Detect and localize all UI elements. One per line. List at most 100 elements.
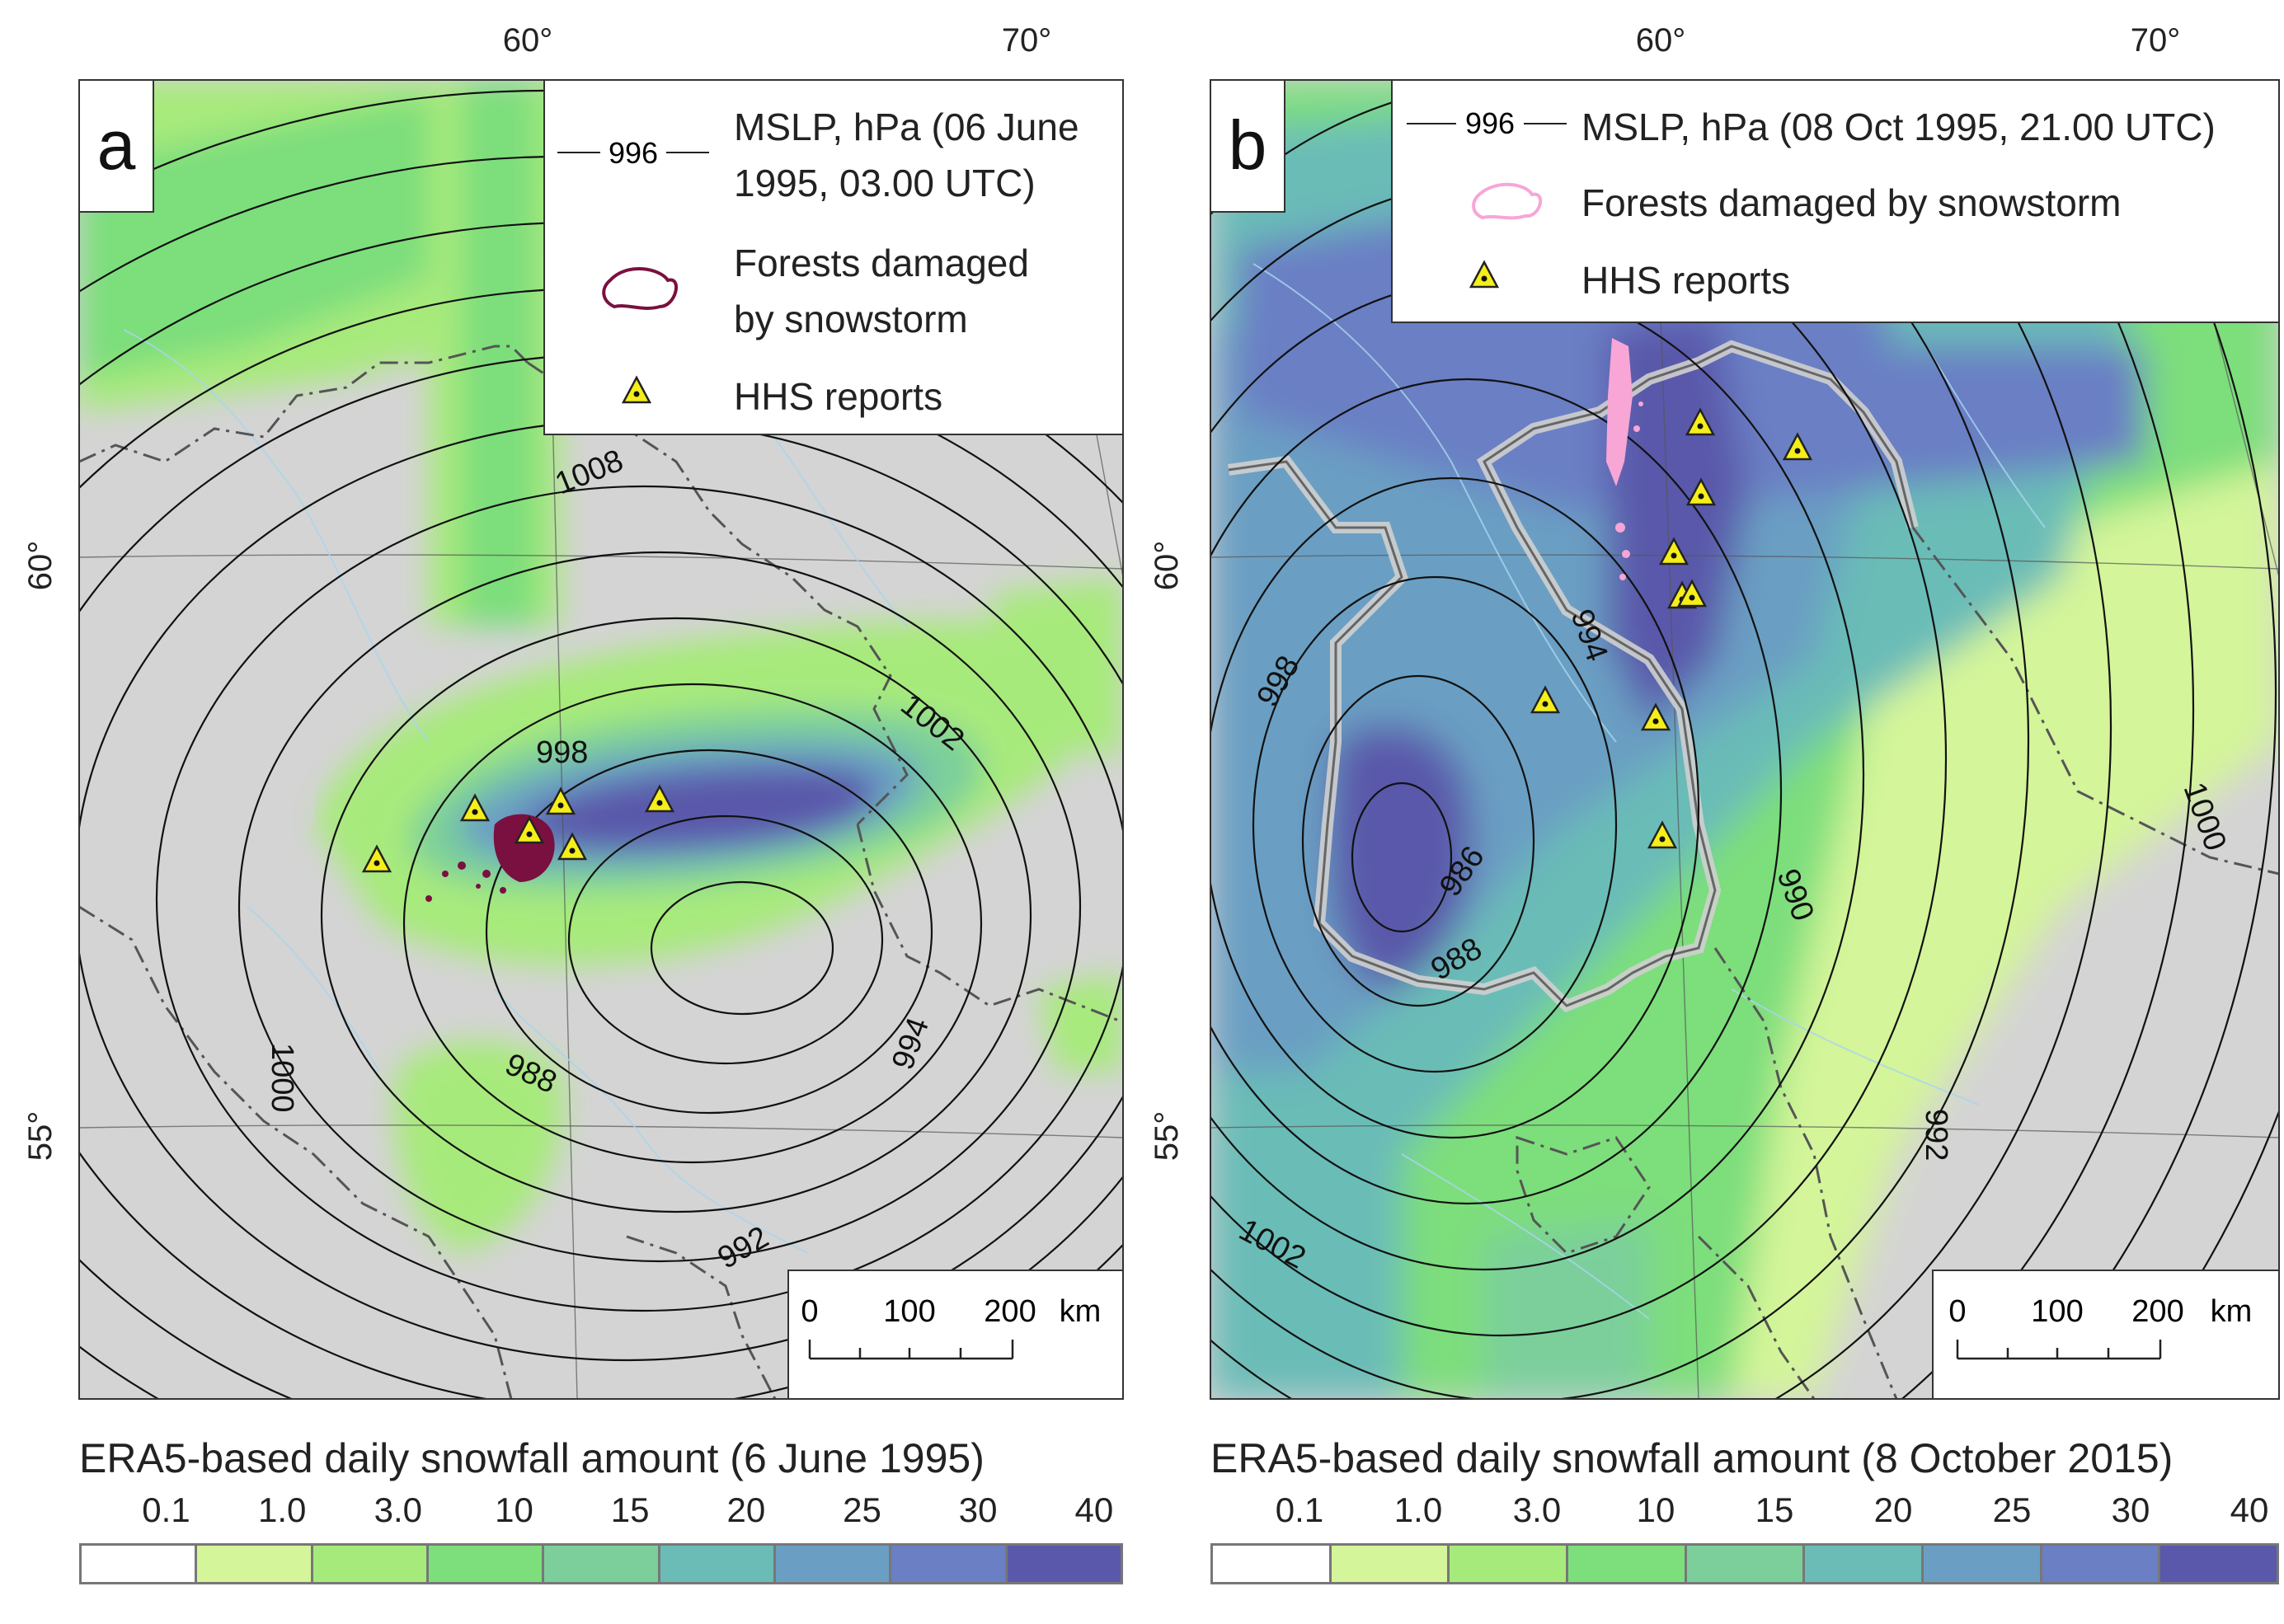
rivers — [1252, 263, 2046, 1320]
hhs-marker — [1685, 477, 1717, 506]
colorbar-tick-label: 15 — [1755, 1490, 1794, 1529]
hhs-marker — [361, 844, 392, 873]
colorbar-title: ERA5-based daily snowfall amount (8 Octo… — [1210, 1435, 2174, 1481]
colorbar-swatch — [1213, 1546, 1332, 1582]
colorbar-tick-label: 3.0 — [374, 1490, 423, 1529]
legend-forest-line1: Forests damaged by snowstorm — [1581, 181, 2122, 224]
colorbar-swatch — [775, 1546, 892, 1582]
lon-label-70: 70° — [2131, 22, 2181, 59]
lon-label-70: 70° — [1002, 22, 1052, 59]
hhs-marker — [1782, 432, 1813, 461]
colorbar-swatch — [1805, 1546, 1924, 1582]
colorbar-tick-label: 20 — [726, 1490, 766, 1529]
legend-contour-sample: 996 — [609, 136, 658, 170]
colorbar-tick-label: 0.1 — [1275, 1490, 1324, 1529]
damaged-forest-patches — [1606, 338, 1643, 580]
legend-hhs: HHS reports — [1581, 259, 1790, 302]
legend-a: 996 MSLP, hPa (06 June 1995, 03.00 UTC) … — [543, 79, 1124, 435]
colorbar-tick-label: 20 — [1873, 1490, 1913, 1529]
hhs-legend-icon — [1469, 260, 1500, 289]
colorbar-swatch — [544, 1546, 660, 1582]
colorbar-swatch — [1331, 1546, 1450, 1582]
lat-label-55: 55° — [22, 1111, 59, 1162]
hhs-marker — [459, 793, 491, 822]
isobar-label: 1000 — [265, 1043, 299, 1113]
panel-letter-box — [1210, 79, 1285, 213]
panel-letter: a — [97, 106, 136, 184]
map-panel-a: 1008 998 1002 1000 988 994 992 a 60° 70° — [22, 22, 1124, 1400]
colorbar-swatch — [891, 1546, 1008, 1582]
hhs-marker — [1530, 685, 1561, 714]
hhs-marker — [1658, 537, 1690, 566]
panel-letter-box — [78, 79, 154, 213]
legend-contour-sample: 996 — [1465, 106, 1515, 140]
hhs-marker — [557, 832, 588, 861]
colorbar-swatch — [2160, 1546, 2277, 1582]
snowfall-field — [1210, 80, 2279, 1399]
hhs-marker — [644, 784, 675, 813]
lon-label-60: 60° — [503, 22, 553, 59]
forest-legend-icon — [602, 267, 678, 310]
colorbar-swatch — [1568, 1546, 1687, 1582]
lon-label-60: 60° — [1636, 22, 1686, 59]
colorbar-tick-label: 40 — [2230, 1490, 2269, 1529]
colorbar-tick-label: 1.0 — [257, 1490, 307, 1529]
colorbar-tick-label: 15 — [610, 1490, 650, 1529]
colorbar-tick-label: 40 — [1074, 1490, 1114, 1529]
lat-label-60: 60° — [1154, 541, 1185, 591]
colorbar-swatch — [1007, 1546, 1121, 1582]
legend-forest-line1: Forests damaged — [734, 242, 1029, 284]
isobar-label: 992 — [1919, 1109, 1953, 1161]
scale-tick-label: 100 — [2031, 1294, 2083, 1329]
scale-tick-label: 0 — [801, 1294, 818, 1329]
graticule-lat-60 — [1210, 554, 2279, 570]
legend-hhs: HHS reports — [734, 375, 942, 418]
legend-mslp-line2: 1995, 03.00 UTC) — [734, 162, 1036, 204]
lat-label-60: 60° — [22, 541, 59, 591]
graticule-lat-55 — [79, 1124, 1123, 1138]
colorbar-tick-label: 25 — [843, 1490, 881, 1529]
isobar-label: 998 — [536, 735, 588, 770]
colorbar-tick-label: 1.0 — [1393, 1490, 1443, 1529]
panel-letter: b — [1229, 106, 1267, 184]
hhs-marker — [1647, 820, 1678, 849]
colorbar-swatches — [1210, 1543, 2279, 1584]
hhs-marker — [1685, 407, 1716, 436]
scale-tick-label: 0 — [1948, 1294, 1966, 1329]
colorbar-tick-label: 30 — [2111, 1490, 2150, 1529]
hhs-marker — [1640, 702, 1671, 731]
scale-tick-label: 200 — [2131, 1294, 2183, 1329]
colorbar-swatches — [79, 1543, 1123, 1584]
colorbar-tick-label: 0.1 — [142, 1490, 190, 1529]
forest-legend-icon — [1472, 182, 1542, 220]
colorbar-swatch — [313, 1546, 429, 1582]
scale-tick-label: 100 — [883, 1294, 935, 1329]
colorbar-a: ERA5-based daily snowfall amount (6 June… — [79, 1434, 1123, 1584]
colorbar-swatch — [1450, 1546, 1569, 1582]
legend-forest-line2: by snowstorm — [734, 298, 968, 340]
colorbar-swatch — [197, 1546, 313, 1582]
hhs-marker — [545, 786, 576, 815]
colorbar-tick-label: 25 — [1992, 1490, 2032, 1529]
hhs-legend-icon — [621, 375, 652, 404]
scale-unit: km — [2211, 1294, 2253, 1329]
colorbar-title: ERA5-based daily snowfall amount (6 June… — [79, 1435, 985, 1481]
map-panel-b: 998 994 986 988 990 1000 992 1002 — [1154, 22, 2280, 1400]
colorbar-tick-label: 10 — [1636, 1490, 1675, 1529]
colorbar-ticks: 0.1 1.0 3.0 10 15 20 25 30 40 — [79, 1490, 1123, 1540]
hhs-markers — [1530, 407, 1813, 849]
colorbar-swatch — [428, 1546, 545, 1582]
colorbar-swatch — [2042, 1546, 2161, 1582]
colorbar-tick-label: 10 — [495, 1490, 533, 1529]
graticule-lat-55 — [1210, 1124, 2279, 1138]
graticule-lat-60 — [79, 554, 1123, 570]
colorbar-swatch — [82, 1546, 198, 1582]
legend-mslp-line1: MSLP, hPa (08 Oct 1995, 21.00 UTC) — [1581, 106, 2216, 148]
colorbar-b: ERA5-based daily snowfall amount (8 Octo… — [1210, 1434, 2279, 1584]
hhs-markers — [361, 784, 675, 873]
legend-b: 996 MSLP, hPa (08 Oct 1995, 21.00 UTC) F… — [1391, 79, 2280, 323]
lat-label-55: 55° — [1154, 1111, 1185, 1162]
scale-tick-label: 200 — [984, 1294, 1036, 1329]
hhs-marker — [1676, 579, 1708, 608]
colorbar-swatch — [660, 1546, 776, 1582]
